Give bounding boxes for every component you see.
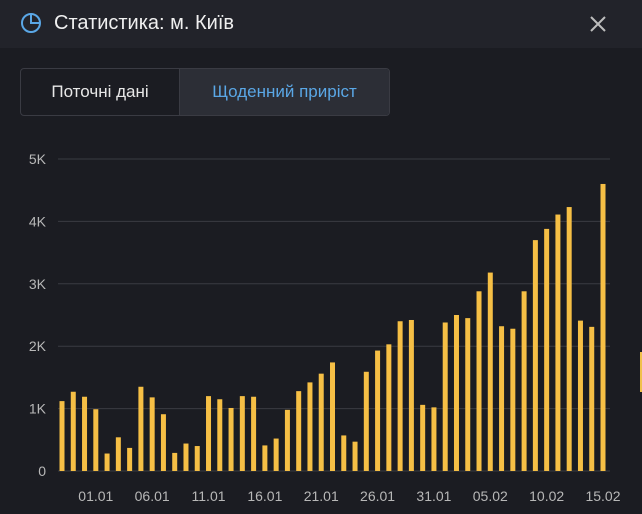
bar[interactable] [589,326,595,471]
bar[interactable] [284,409,290,471]
bar[interactable] [149,397,155,471]
bar[interactable] [341,435,347,471]
bar[interactable] [115,437,121,471]
bar[interactable] [59,401,65,471]
bar[interactable] [476,291,482,471]
bar[interactable] [273,438,279,471]
bar[interactable] [183,443,189,471]
x-tick-label: 31.01 [416,488,451,504]
bar[interactable] [239,396,245,471]
bar[interactable] [465,318,471,471]
bar[interactable] [307,382,313,471]
bar[interactable] [453,315,459,471]
dialog-title: Статистика: м. Київ [54,12,235,34]
bar[interactable] [431,407,437,471]
bar[interactable] [544,228,550,471]
bar[interactable] [600,183,606,471]
bar[interactable] [93,409,99,471]
bar[interactable] [138,386,144,471]
scrollbar-indicator [640,352,642,392]
close-icon[interactable] [586,12,610,36]
bar[interactable] [510,328,516,471]
y-tick-label: 4K [29,213,47,229]
bar[interactable] [318,373,324,471]
dialog-header: Статистика: м. Київ [0,0,642,48]
tab-daily-growth[interactable]: Щоденний приріст [179,69,389,115]
bar[interactable] [532,240,538,471]
bar[interactable] [330,362,335,471]
bar[interactable] [104,453,110,471]
y-tick-label: 2K [29,338,47,354]
pie-chart-icon [21,13,41,33]
y-tick-label: 1K [29,401,47,417]
bar[interactable] [363,371,369,471]
x-tick-label: 06.01 [135,488,170,504]
x-tick-label: 10.02 [529,488,564,504]
bar[interactable] [521,291,527,471]
bar[interactable] [194,446,200,471]
x-tick-label: 11.01 [192,488,226,504]
bar[interactable] [442,322,448,471]
tab-bar: Поточні дані Щоденний приріст [20,68,390,116]
bar[interactable] [160,414,166,471]
bar[interactable] [352,441,358,471]
x-tick-label: 26.01 [360,488,395,504]
y-tick-label: 0 [38,463,46,479]
x-tick-label: 05.02 [473,488,508,504]
bar[interactable] [82,396,88,471]
bar[interactable] [262,445,268,471]
x-tick-label: 15.02 [585,488,620,504]
bar[interactable] [251,396,257,471]
tab-current-data[interactable]: Поточні дані [51,82,149,101]
bar[interactable] [499,326,505,471]
bar[interactable] [577,320,583,471]
y-tick-label: 3K [29,276,47,292]
bar[interactable] [487,272,493,471]
bar[interactable] [375,350,381,471]
bar[interactable] [386,344,392,471]
bar[interactable] [296,391,302,471]
bar[interactable] [228,407,234,471]
bar[interactable] [206,396,212,471]
bar[interactable] [408,319,414,471]
x-tick-label: 21.01 [304,488,339,504]
bar[interactable] [172,452,178,471]
bar[interactable] [70,391,76,471]
bar[interactable] [217,399,223,471]
y-tick-label: 5K [29,151,47,167]
bar[interactable] [566,207,572,472]
bar[interactable] [127,447,133,471]
x-tick-label: 01.01 [78,488,113,504]
bar[interactable] [420,404,426,471]
bar[interactable] [555,214,561,472]
x-tick-label: 16.01 [247,488,282,504]
bar[interactable] [397,321,403,471]
